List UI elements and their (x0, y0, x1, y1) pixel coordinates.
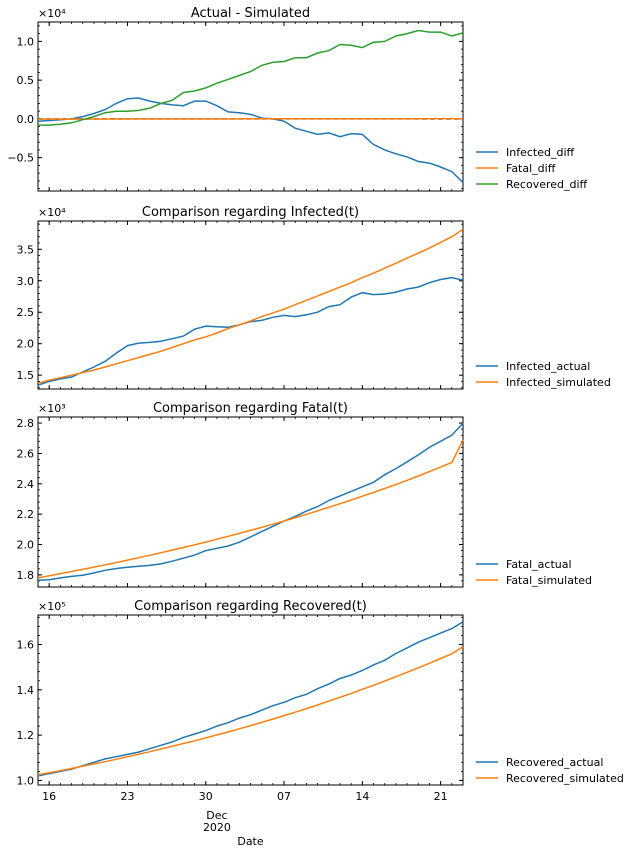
legend-entry: Infected_actual (506, 360, 590, 373)
series-line-recovered-diff (38, 29, 464, 126)
x-tick-label: 23 (120, 790, 134, 803)
plot-frame (37, 21, 464, 192)
x-tick-label: 21 (434, 790, 448, 803)
y-tick-label: 2.4 (17, 478, 35, 491)
y-tick-label: 1.8 (17, 569, 35, 582)
series-line-fatal-simulated (37, 439, 464, 579)
y-tick-label: −0.5 (7, 152, 34, 165)
y-multiplier-label: ×10⁴ (38, 7, 66, 20)
y-tick-label: 2.8 (17, 417, 35, 430)
y-tick-label: 1.0 (17, 774, 35, 787)
x-tick-label: 14 (355, 790, 369, 803)
y-tick-label: 2.0 (17, 539, 35, 552)
panel-title: Comparison regarding Infected(t) (142, 205, 359, 220)
series-line-fatal-actual (37, 422, 464, 581)
chart-panel-1: Actual - Simulated ×10⁴ −0.5 0.0 0.5 1.0 Infec… (7, 6, 588, 192)
y-multiplier-label: ×10³ (38, 402, 66, 415)
chart-panel-3: Comparison regarding Fatal(t) ×10³ 1.8 2.0 2… (17, 401, 592, 588)
legend-entry: Fatal_diff (506, 162, 556, 175)
series-line-infected-actual (37, 276, 464, 386)
y-tick-label: 2.6 (17, 447, 35, 460)
legend-entry: Recovered_simulated (506, 772, 624, 785)
series-line-recovered-simulated (37, 646, 464, 776)
chart-panel-4: Comparison regarding Recovered(t) ×10⁵ 1.0… (17, 599, 624, 787)
x-year-label: 2020 (203, 821, 231, 834)
x-tick-label: 30 (199, 790, 213, 803)
series-line-recovered-actual (37, 621, 464, 777)
series-line-infected-simulated (37, 228, 464, 385)
y-tick-label: 3.0 (17, 275, 35, 288)
legend-entry: Recovered_actual (506, 756, 603, 769)
panel-title: Comparison regarding Recovered(t) (134, 599, 367, 614)
plot-frame (37, 416, 464, 588)
y-tick-label: 2.0 (17, 338, 35, 351)
y-tick-label: 1.2 (17, 729, 35, 742)
legend-entry: Infected_simulated (506, 376, 611, 389)
y-tick-label: 2.2 (17, 508, 35, 521)
panel-title: Actual - Simulated (191, 6, 310, 21)
legend-entry: Fatal_simulated (506, 574, 592, 587)
legend-entry: Recovered_diff (506, 178, 588, 191)
y-tick-label: 1.6 (17, 638, 35, 651)
y-multiplier-label: ×10⁵ (38, 600, 66, 613)
x-axis-label: Date (237, 835, 264, 848)
x-tick-label: 16 (42, 790, 56, 803)
legend-entry: Infected_diff (506, 146, 575, 159)
y-tick-label: 1.5 (17, 369, 35, 382)
series-line-fatal-diff (37, 117, 463, 120)
series-line-infected-diff (37, 97, 464, 184)
y-tick-label: 2.5 (17, 306, 35, 319)
y-tick-label: 0.0 (17, 113, 35, 126)
panel-title: Comparison regarding Fatal(t) (153, 401, 348, 416)
y-tick-label: 3.5 (17, 243, 35, 256)
y-multiplier-label: ×10⁴ (38, 206, 66, 219)
y-tick-label: 1.4 (17, 684, 35, 697)
y-tick-label: 0.5 (17, 74, 35, 87)
x-tick-label: 07 (277, 790, 291, 803)
legend-entry: Fatal_actual (506, 558, 572, 571)
y-tick-label: 1.0 (17, 35, 35, 48)
chart-panel-2: Comparison regarding Infected(t) ×10⁴ 1.5 2… (17, 205, 611, 390)
x-month-label: Dec (206, 809, 227, 822)
